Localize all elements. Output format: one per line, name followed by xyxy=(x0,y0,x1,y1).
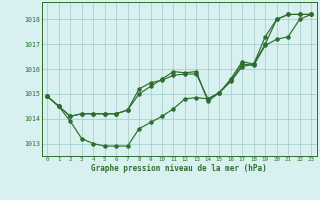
X-axis label: Graphe pression niveau de la mer (hPa): Graphe pression niveau de la mer (hPa) xyxy=(91,164,267,173)
